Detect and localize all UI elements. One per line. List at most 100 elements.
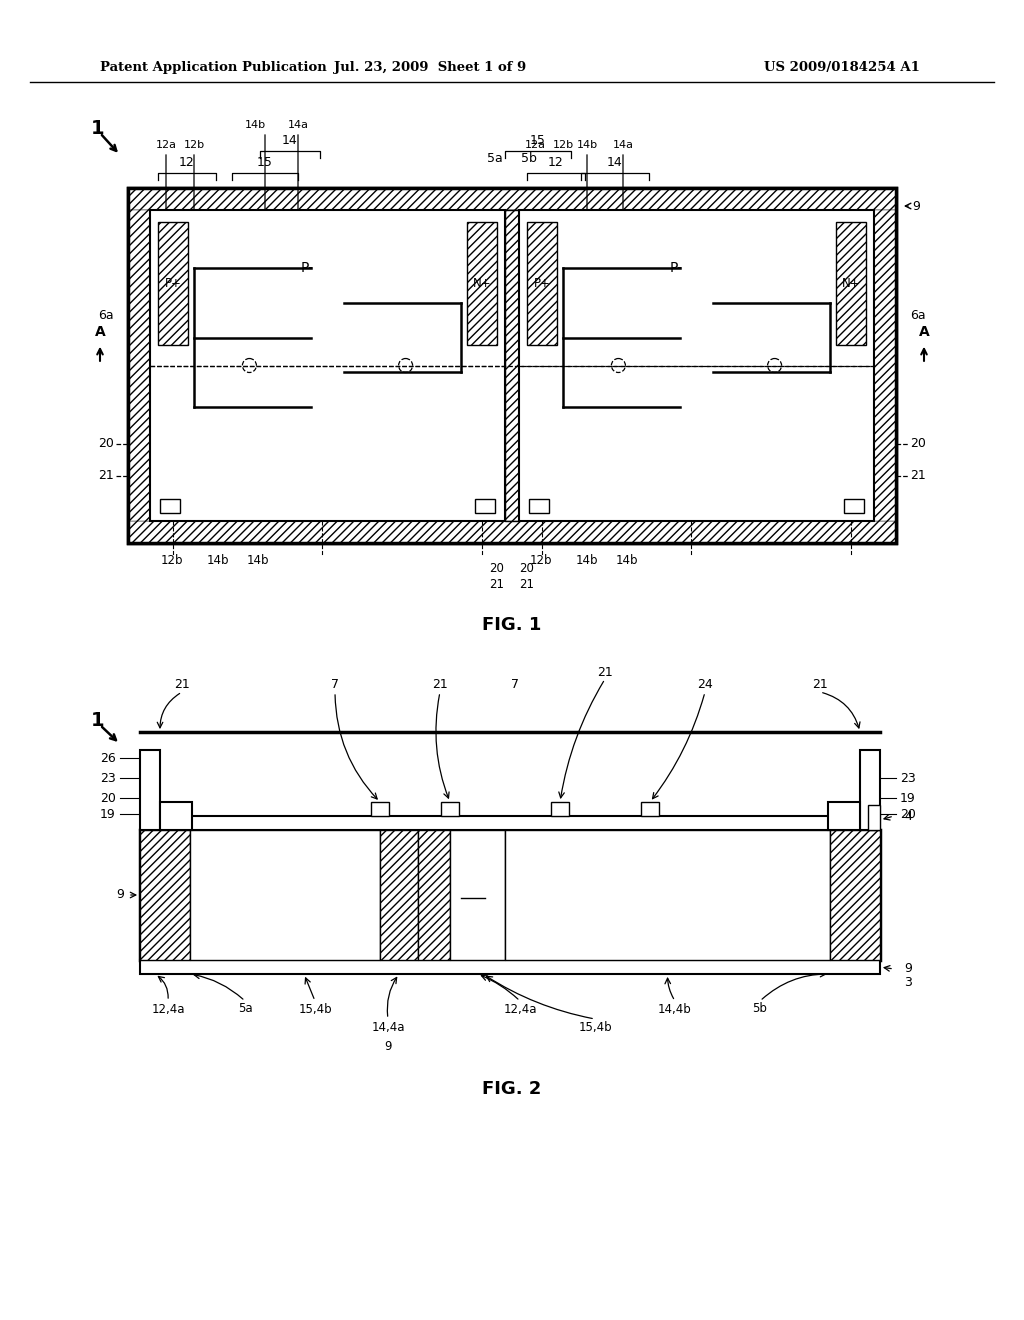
Text: 14,4a: 14,4a: [372, 1020, 404, 1034]
Bar: [860, 750, 880, 830]
Text: 12a: 12a: [156, 140, 176, 150]
Text: 6a: 6a: [910, 309, 926, 322]
Text: 12a: 12a: [524, 140, 546, 150]
Bar: [160, 803, 193, 830]
Bar: [641, 803, 659, 816]
Text: 7: 7: [331, 678, 339, 692]
Bar: [190, 830, 380, 960]
Text: N+: N+: [657, 888, 678, 902]
Text: P-: P-: [670, 261, 683, 275]
Text: US 2009/0184254 A1: US 2009/0184254 A1: [764, 62, 920, 74]
Text: N+: N+: [391, 890, 408, 900]
Bar: [128, 187, 896, 543]
Text: 5b: 5b: [753, 1002, 767, 1015]
Text: 21: 21: [98, 469, 114, 482]
Bar: [150, 210, 505, 521]
Text: 12: 12: [179, 156, 195, 169]
Bar: [128, 521, 896, 543]
Bar: [475, 499, 495, 513]
Text: P+: P+: [534, 277, 551, 290]
Bar: [140, 750, 160, 830]
Text: 14a: 14a: [288, 120, 308, 129]
Text: 12b: 12b: [529, 554, 552, 568]
Text: 12b: 12b: [552, 140, 573, 150]
Bar: [418, 830, 450, 960]
Bar: [505, 210, 519, 521]
Text: 20: 20: [910, 437, 926, 450]
Text: Patent Application Publication: Patent Application Publication: [100, 62, 327, 74]
Bar: [527, 222, 557, 345]
Text: 21: 21: [519, 578, 535, 591]
Bar: [828, 803, 860, 830]
Text: 18: 18: [464, 880, 482, 896]
Text: P+: P+: [156, 888, 174, 902]
Text: 14b: 14b: [575, 554, 598, 568]
Text: 12b: 12b: [161, 554, 183, 568]
Bar: [505, 830, 830, 960]
Text: 14b: 14b: [577, 140, 598, 150]
Text: 4: 4: [904, 809, 912, 822]
Text: N+: N+: [473, 277, 492, 290]
Text: 20: 20: [98, 437, 114, 450]
Text: Jul. 23, 2009  Sheet 1 of 9: Jul. 23, 2009 Sheet 1 of 9: [334, 62, 526, 74]
Text: P+: P+: [165, 277, 181, 290]
Text: 23: 23: [100, 771, 116, 784]
Text: 24: 24: [697, 678, 713, 692]
Text: 26: 26: [100, 751, 116, 764]
Text: 20: 20: [900, 808, 915, 821]
Bar: [830, 830, 880, 960]
Text: A: A: [94, 325, 105, 339]
Text: 19: 19: [900, 792, 915, 804]
Text: P-: P-: [472, 888, 483, 902]
Bar: [868, 805, 880, 830]
Bar: [380, 830, 418, 960]
Text: 9: 9: [384, 1040, 392, 1053]
Text: 20: 20: [100, 792, 116, 804]
Bar: [874, 210, 896, 521]
Text: 7: 7: [511, 678, 519, 692]
Text: 5a: 5a: [238, 1002, 252, 1015]
Text: P+: P+: [427, 890, 441, 900]
Text: N+: N+: [842, 277, 860, 290]
Text: FIG. 2: FIG. 2: [482, 1080, 542, 1098]
Text: 23: 23: [900, 771, 915, 784]
Bar: [371, 803, 389, 816]
Text: 15: 15: [530, 133, 546, 147]
Bar: [836, 222, 866, 345]
Text: 9: 9: [904, 962, 912, 975]
Bar: [128, 187, 896, 210]
Text: 6a: 6a: [98, 309, 114, 322]
Bar: [158, 222, 188, 345]
Bar: [140, 830, 190, 960]
Bar: [140, 830, 880, 960]
Text: 9: 9: [912, 199, 920, 213]
Text: 14b: 14b: [245, 120, 265, 129]
Bar: [450, 830, 505, 960]
Text: 12b: 12b: [183, 140, 205, 150]
Text: 12,4a: 12,4a: [503, 1002, 537, 1015]
Text: 15,4b: 15,4b: [579, 1020, 611, 1034]
Text: 5a: 5a: [487, 152, 503, 165]
Text: 15: 15: [257, 156, 273, 169]
Bar: [128, 210, 150, 521]
Text: 15,4b: 15,4b: [298, 1002, 332, 1015]
Text: 1: 1: [91, 710, 104, 730]
Bar: [441, 803, 459, 816]
Text: 12,4a: 12,4a: [152, 1002, 184, 1015]
Text: 5b: 5b: [521, 152, 537, 165]
Text: 9: 9: [116, 888, 124, 902]
Text: 20: 20: [519, 562, 535, 576]
Text: 1: 1: [91, 119, 104, 137]
Text: 21: 21: [432, 678, 447, 692]
Text: 14b: 14b: [247, 554, 269, 568]
Text: A: A: [919, 325, 930, 339]
Text: 12: 12: [548, 156, 564, 169]
Text: 14b: 14b: [615, 554, 638, 568]
Text: 19: 19: [100, 808, 116, 821]
Text: P-: P-: [280, 888, 291, 902]
Bar: [128, 187, 896, 543]
Text: 3: 3: [904, 975, 912, 989]
Text: 21: 21: [489, 578, 505, 591]
Bar: [162, 816, 858, 830]
Text: 14: 14: [607, 156, 623, 169]
